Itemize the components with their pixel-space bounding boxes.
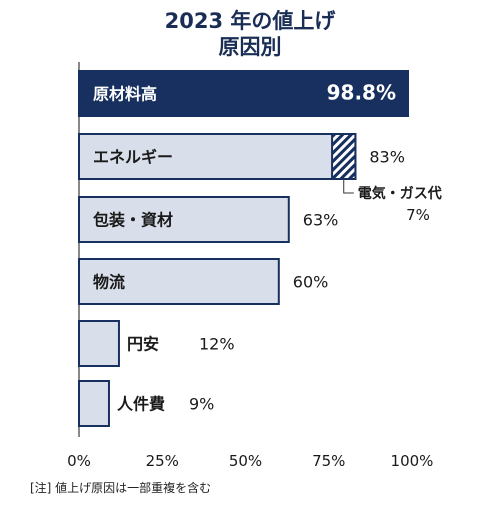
bar [78, 320, 120, 367]
bar [78, 380, 110, 427]
footnote: [注] 値上げ原因は一部重複を含む [30, 481, 212, 495]
category-label: 人件費 [117, 395, 165, 414]
x-tick-label: 25% [146, 452, 179, 470]
value-label: 12% [199, 335, 235, 354]
value-label: 83% [369, 148, 405, 167]
sub-segment-value: 7% [406, 206, 430, 224]
value-label: 9% [189, 395, 214, 414]
bar [78, 196, 290, 243]
sub-segment-label: 電気・ガス代 [358, 185, 442, 202]
sub-segment-bar [331, 133, 357, 180]
chart-title-line2: 原因別 [218, 35, 282, 59]
chart-title-line1: 2023 年の値上げ [164, 9, 336, 33]
x-tick-label: 75% [312, 452, 345, 470]
value-label: 60% [293, 273, 329, 292]
x-tick-label: 0% [67, 452, 91, 470]
bar [78, 258, 280, 305]
value-label: 98.8% [327, 81, 396, 105]
category-label: 円安 [127, 335, 159, 354]
bar [78, 133, 357, 180]
sub-segment-leader [343, 179, 354, 194]
value-label: 63% [303, 211, 339, 230]
category-label: 物流 [93, 273, 125, 292]
category-label: 包装・資材 [93, 211, 173, 230]
x-tick-label: 100% [391, 452, 434, 470]
bar [78, 70, 410, 117]
category-label: エネルギー [93, 148, 173, 167]
category-label: 原材料高 [93, 85, 157, 104]
x-tick-label: 50% [229, 452, 262, 470]
